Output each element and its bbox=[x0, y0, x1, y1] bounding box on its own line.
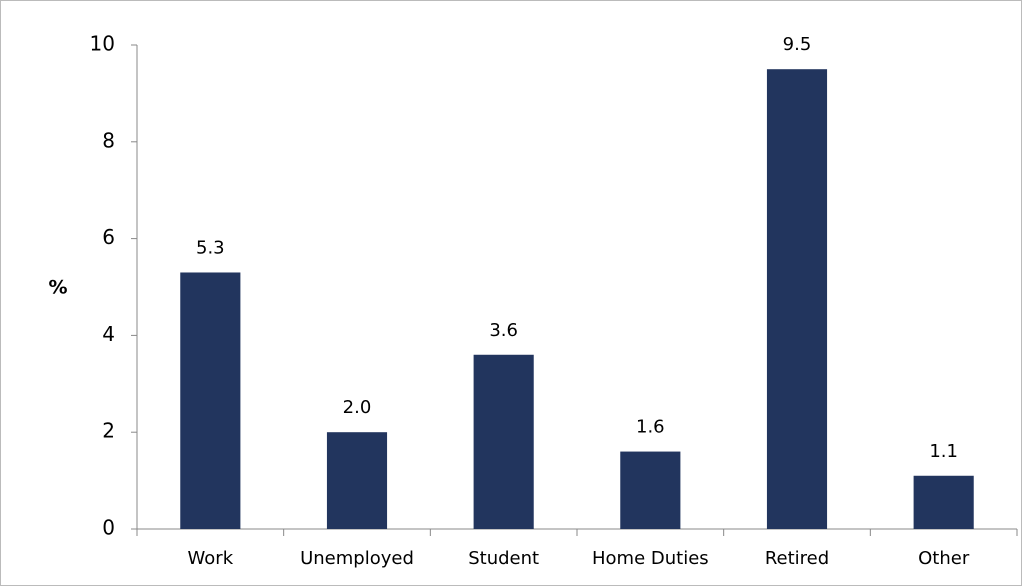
x-tick-label: Unemployed bbox=[300, 548, 414, 569]
bar bbox=[180, 272, 241, 529]
x-tick-label: Work bbox=[188, 548, 234, 569]
bar bbox=[620, 451, 681, 529]
bar bbox=[326, 432, 388, 529]
y-axis-label: % bbox=[48, 277, 67, 299]
bar bbox=[473, 354, 534, 529]
y-tick-label: 2 bbox=[102, 419, 115, 443]
y-tick-label: 0 bbox=[102, 516, 115, 540]
value-label: 5.3 bbox=[196, 237, 225, 258]
value-label: 1.1 bbox=[929, 441, 958, 462]
y-tick-label: 6 bbox=[102, 225, 115, 249]
value-label: 9.5 bbox=[783, 34, 812, 55]
bar bbox=[766, 69, 828, 529]
y-tick-label: 4 bbox=[102, 322, 115, 346]
x-tick-label: Retired bbox=[765, 548, 829, 569]
bar bbox=[913, 475, 974, 529]
value-label: 3.6 bbox=[489, 320, 518, 341]
value-label: 1.6 bbox=[636, 417, 665, 438]
x-tick-label: Home Duties bbox=[592, 548, 709, 569]
value-label: 2.0 bbox=[343, 397, 372, 418]
y-tick-label: 8 bbox=[102, 128, 115, 152]
x-tick-label: Other bbox=[918, 548, 970, 569]
y-tick-label: 10 bbox=[90, 32, 115, 56]
x-tick-label: Student bbox=[468, 548, 539, 569]
